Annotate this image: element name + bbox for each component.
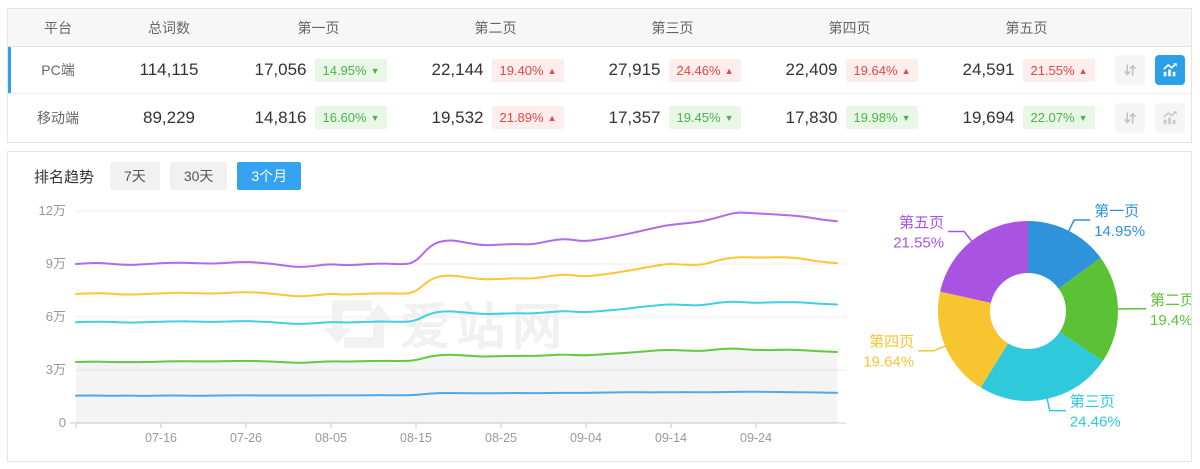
rank-trend-card: 排名趋势 7天 30天 3个月 0 3万 6万 9万 12万 爱站网 07-16 07-2… xyxy=(7,151,1195,462)
svg-text:第四页: 第四页 xyxy=(869,333,914,351)
page2-change-badge: 21.89% xyxy=(492,106,564,129)
total-words-value: 114,115 xyxy=(139,60,199,79)
total-words-value: 89,229 xyxy=(143,107,195,127)
svg-text:08-15: 08-15 xyxy=(400,431,432,445)
trend-and-donut-chart: 0 3万 6万 9万 12万 爱站网 07-16 07-26 08-05 08-15 08-25… xyxy=(8,152,1195,461)
page1-count: 14,816 xyxy=(254,107,307,127)
page3-count: 27,915 xyxy=(608,60,661,79)
col-platform: 平台 xyxy=(44,19,72,36)
col-page-1: 第一页 xyxy=(297,19,340,36)
page1-change-badge: 14.95% xyxy=(315,58,387,82)
col-total-words: 总词数 xyxy=(148,19,190,36)
platform-label: PC端 xyxy=(41,62,75,78)
svg-text:08-25: 08-25 xyxy=(485,431,517,445)
page4-change-badge: 19.98% xyxy=(846,106,918,129)
svg-text:19.64%: 19.64% xyxy=(863,354,914,371)
platform-label: 移动端 xyxy=(37,109,79,126)
svg-text:09-24: 09-24 xyxy=(740,431,772,445)
trend-tabbar: 排名趋势 7天 30天 3个月 xyxy=(34,162,311,190)
col-page-5: 第五页 xyxy=(1005,19,1048,36)
page5-count: 24,591 xyxy=(962,60,1015,79)
svg-text:0: 0 xyxy=(59,415,66,430)
page2-count: 22,144 xyxy=(431,60,484,79)
table-row-pc[interactable]: PC端 114,115 17,056 14.95% 22,144 19.40% … xyxy=(8,47,1191,94)
up-down-arrows-icon xyxy=(1124,111,1136,124)
svg-text:第一页: 第一页 xyxy=(1094,202,1139,220)
trend-chart-button[interactable] xyxy=(1155,55,1185,85)
svg-text:第五页: 第五页 xyxy=(899,214,944,232)
page4-change-badge: 19.64% xyxy=(846,58,918,82)
svg-text:08-05: 08-05 xyxy=(315,431,347,445)
page2-change-badge: 19.40% xyxy=(492,58,564,82)
table-row-mobile[interactable]: 移动端 89,229 14,816 16.60% 19,532 21.89% 1… xyxy=(8,94,1191,141)
svg-text:6万: 6万 xyxy=(46,309,66,324)
svg-text:3万: 3万 xyxy=(46,362,66,377)
svg-text:第二页: 第二页 xyxy=(1150,291,1191,309)
col-page-3: 第三页 xyxy=(651,19,694,36)
svg-text:19.4%: 19.4% xyxy=(1150,312,1191,329)
svg-text:09-14: 09-14 xyxy=(655,431,687,445)
page4-count: 17,830 xyxy=(785,107,838,127)
page3-change-badge: 24.46% xyxy=(669,58,741,82)
trend-chart-button[interactable] xyxy=(1155,102,1185,133)
page3-count: 17,357 xyxy=(608,107,661,127)
page1-count: 17,056 xyxy=(254,60,307,79)
svg-text:21.55%: 21.55% xyxy=(893,235,944,252)
page1-change-badge: 16.60% xyxy=(315,106,387,129)
tab-3-months[interactable]: 3个月 xyxy=(237,162,302,190)
svg-text:12万: 12万 xyxy=(39,203,66,218)
svg-text:爱站网: 爱站网 xyxy=(400,299,568,355)
trend-chart-icon xyxy=(1163,110,1177,124)
svg-text:07-16: 07-16 xyxy=(145,431,177,445)
tab-30-days[interactable]: 30天 xyxy=(169,162,228,190)
sort-arrows-button[interactable] xyxy=(1115,102,1145,133)
svg-text:9万: 9万 xyxy=(46,256,66,271)
sort-arrows-button[interactable] xyxy=(1115,55,1145,85)
svg-text:第三页: 第三页 xyxy=(1070,393,1115,411)
page5-change-badge: 21.55% xyxy=(1023,58,1095,82)
page5-count: 19,694 xyxy=(962,107,1015,127)
col-page-2: 第二页 xyxy=(474,19,517,36)
keyword-rank-table: 平台 总词数 第一页 第二页 第三页 第四页 第五页 PC端 114,115 1… xyxy=(7,8,1192,143)
page5-change-badge: 22.07% xyxy=(1023,106,1095,129)
page2-count: 19,532 xyxy=(431,107,484,127)
page3-change-badge: 19.45% xyxy=(669,106,741,129)
up-down-arrows-icon xyxy=(1124,64,1136,76)
col-page-4: 第四页 xyxy=(828,19,871,36)
tab-7-days[interactable]: 7天 xyxy=(110,162,160,190)
trend-title: 排名趋势 xyxy=(34,168,95,186)
svg-text:09-04: 09-04 xyxy=(570,431,602,445)
page4-count: 22,409 xyxy=(785,60,838,79)
svg-text:14.95%: 14.95% xyxy=(1094,223,1145,240)
svg-text:24.46%: 24.46% xyxy=(1070,414,1121,431)
trend-chart-icon xyxy=(1163,63,1177,77)
table-header: 平台 总词数 第一页 第二页 第三页 第四页 第五页 xyxy=(8,9,1191,47)
svg-text:07-26: 07-26 xyxy=(230,431,262,445)
